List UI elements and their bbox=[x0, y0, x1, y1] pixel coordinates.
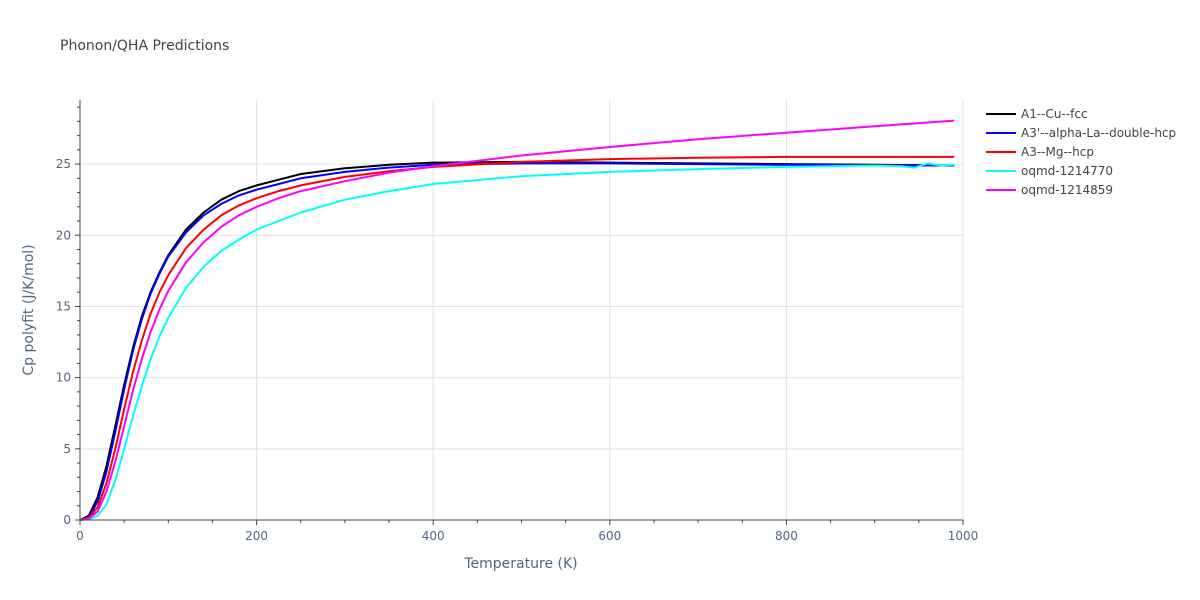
legend-label: A3'--alpha-La--double-hcp bbox=[1021, 126, 1176, 140]
series-line-5 bbox=[79, 119, 955, 521]
legend-label: oqmd-1214859 bbox=[1021, 183, 1113, 197]
series-line-1 bbox=[79, 160, 955, 521]
x-axis-title: Temperature (K) bbox=[463, 556, 577, 572]
chart-title: Phonon/QHA Predictions bbox=[60, 38, 229, 54]
x-tick-label: 800 bbox=[775, 529, 798, 543]
x-tick-label: 200 bbox=[245, 529, 268, 543]
x-tick-label: 1000 bbox=[948, 529, 979, 543]
series-lines bbox=[79, 119, 955, 521]
legend: A1--Cu--fcc A3'--alpha-La--double-hcp A3--… bbox=[986, 107, 1176, 197]
series-line-3 bbox=[79, 155, 955, 521]
y-tick-label: 20 bbox=[56, 228, 71, 242]
tick-labels: 0 200 400 600 800 1000 0 5 10 15 20 25 bbox=[56, 157, 979, 543]
x-tick-label: 400 bbox=[422, 529, 445, 543]
x-tick-label: 0 bbox=[76, 529, 84, 543]
x-tick-label: 600 bbox=[598, 529, 621, 543]
y-tick-label: 0 bbox=[63, 513, 71, 527]
y-tick-label: 25 bbox=[56, 157, 71, 171]
y-axis-title: Cp polyfit (J/K/mol) bbox=[21, 244, 37, 375]
y-tick-label: 10 bbox=[56, 371, 71, 385]
series-line-2 bbox=[79, 162, 955, 521]
series-line-4 bbox=[79, 162, 955, 521]
legend-label: A1--Cu--fcc bbox=[1021, 107, 1088, 121]
y-tick-label: 15 bbox=[56, 299, 71, 313]
legend-label: A3--Mg--hcp bbox=[1021, 145, 1094, 159]
legend-label: oqmd-1214770 bbox=[1021, 164, 1113, 178]
axes bbox=[75, 100, 964, 525]
y-tick-label: 5 bbox=[63, 442, 71, 456]
